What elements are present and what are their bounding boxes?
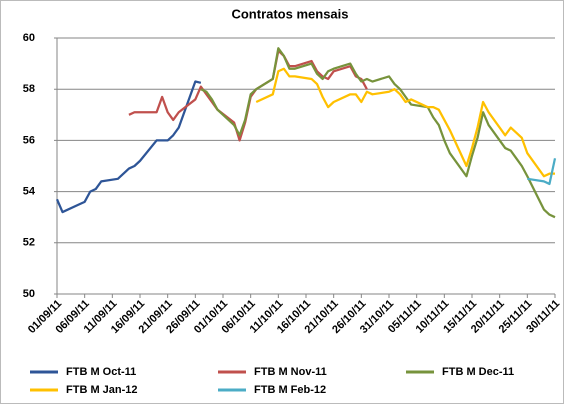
legend-label: FTB M Jan-12 [66,384,138,396]
y-tick-label: 56 [23,134,35,146]
legend-label: FTB M Dec-11 [442,366,514,378]
y-tick-label: 60 [23,32,35,44]
series-line [255,67,555,178]
legend-label: FTB M Oct-11 [66,366,136,378]
y-tick-label: 54 [23,186,36,198]
series-line [55,80,202,214]
y-tick-label: 52 [23,237,35,249]
y-tick-label: 58 [23,83,35,95]
series-line [527,158,557,186]
chart-title: Contratos mensais [231,6,348,21]
legend-label: FTB M Feb-12 [254,384,326,396]
legend-label: FTB M Nov-11 [254,366,327,378]
series-line [200,47,556,219]
y-tick-label: 50 [23,288,35,300]
